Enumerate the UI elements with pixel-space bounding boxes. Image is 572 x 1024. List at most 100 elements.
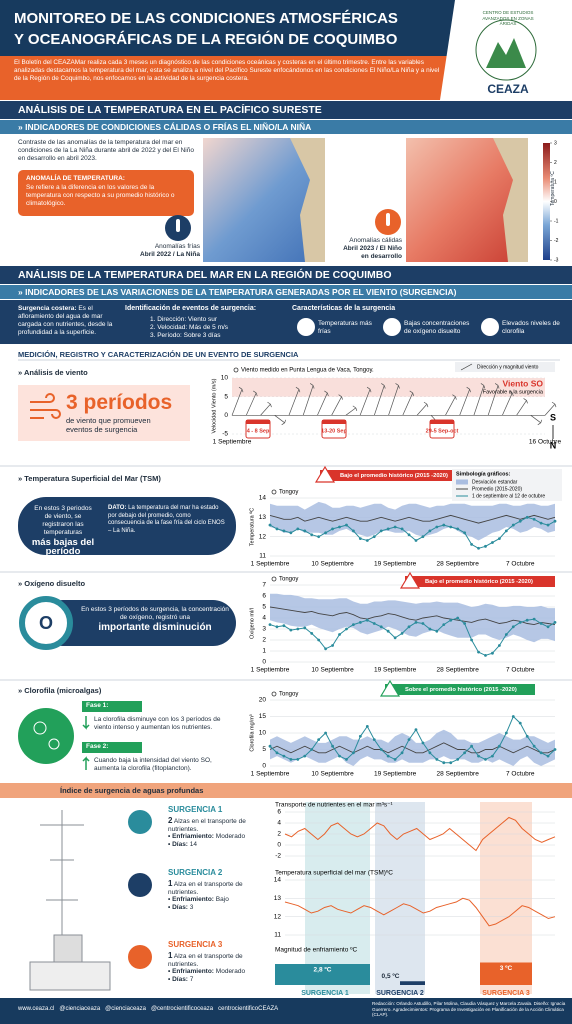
banner: [385, 684, 535, 695]
point: [442, 623, 446, 626]
event-list: 1. Dirección: Viento sur 2. Velocidad: Má…: [150, 316, 228, 340]
text: La temperatura del mar ha estado por deb…: [108, 505, 225, 534]
y-tick-label: 5: [262, 604, 266, 611]
x-tick-label: 28 Septiembre: [437, 667, 480, 674]
point: [310, 533, 314, 537]
subsection-bar: [0, 285, 572, 299]
point: [477, 546, 480, 550]
point: [435, 758, 439, 761]
title-line: MONITOREO DE LAS CONDICIONES ATMOSFÉRICA…: [14, 10, 398, 27]
pin: [271, 691, 277, 697]
point: [470, 638, 473, 642]
point: [497, 744, 501, 748]
link[interactable]: @cienciaceaza: [105, 1006, 146, 1012]
x-tick-label: 7 Octubre: [506, 771, 535, 778]
y-tick-label: 4: [277, 820, 281, 827]
point: [379, 748, 383, 751]
point: [553, 519, 557, 523]
point: [338, 525, 341, 529]
arrow-head: [452, 394, 457, 400]
y-tick-label: 5: [224, 393, 228, 400]
warning-icon: [399, 571, 421, 589]
definition-box: [18, 170, 194, 216]
arrow-head: [338, 394, 343, 400]
oxygen-symbol: O: [39, 613, 53, 633]
point: [400, 632, 404, 635]
arrow-head: [509, 390, 514, 397]
subtitle: MEDICIÓN, REGISTRO Y CARACTERIZACIÓN DE …: [18, 350, 303, 360]
down-arrow: [82, 716, 90, 730]
point: [456, 527, 460, 531]
text: Es el afloramiento del agua de mar carga…: [18, 305, 113, 337]
colorbar-title: Temperatura ºC: [550, 171, 556, 206]
point: [324, 731, 328, 735]
point: [289, 628, 293, 632]
wind-arrow: [473, 385, 485, 416]
feature: Temperaturas más frías: [318, 320, 372, 336]
station: [29, 810, 111, 991]
point: [470, 543, 473, 546]
x-tick-label: 28 Septiembre: [437, 561, 480, 568]
panel-title: » Análisis de viento: [18, 368, 88, 377]
point: [282, 624, 286, 628]
point: [400, 527, 404, 531]
link[interactable]: centrocientificoCEAZA: [218, 1006, 279, 1012]
banner: [320, 470, 470, 481]
wind-arrow: [445, 396, 456, 416]
logo-name: CEAZA: [487, 82, 529, 96]
phase-title: Fase 2:: [86, 743, 109, 750]
y-tick-label: 2: [262, 637, 266, 644]
text: • Enfriamiento:: [168, 833, 214, 840]
arrow-head: [309, 383, 315, 389]
y-tick-label: 6: [262, 593, 266, 600]
point: [379, 625, 383, 629]
link[interactable]: @centrocientificoceaza: [150, 1006, 214, 1012]
point: [525, 515, 529, 519]
link[interactable]: @cienciaceaza: [59, 1006, 101, 1012]
link[interactable]: www.ceaza.cl: [18, 1006, 55, 1012]
y-tick-label: -5: [222, 431, 228, 438]
wind-arrow: [331, 396, 342, 416]
credits: Redacción: Orlando Astudillo, Pilar Moli…: [372, 1001, 566, 1018]
y-tick-label: 10: [221, 375, 229, 382]
point: [484, 758, 487, 761]
event-text: 2 Alzas en el transporte de nutrientes.: [168, 816, 264, 834]
point: [463, 622, 467, 625]
colorbar-label: 2: [554, 160, 557, 166]
surgencia-2-shade: [375, 802, 425, 994]
y-tick-label: 11: [259, 553, 266, 560]
arrow-head: [480, 383, 486, 389]
point: [372, 535, 376, 539]
text: de viento que promueven eventos de surge…: [66, 416, 151, 435]
arrow-head: [523, 398, 528, 404]
point: [275, 751, 279, 755]
point: [484, 544, 487, 548]
arrow-head: [423, 401, 429, 408]
panel-title: » Oxígeno disuelto: [18, 579, 86, 588]
x-tick-label: SURGENCIA 2: [376, 990, 424, 997]
feature: Elevados niveles de clorofila: [502, 320, 560, 336]
cold-caption: Anomalías frías Abril 2022 / La Niña: [130, 243, 200, 259]
point: [539, 521, 543, 525]
point: [317, 638, 321, 642]
point: [553, 621, 557, 624]
feature-icon: [383, 318, 401, 336]
chart-title: Temperatura superficial del mar (TSM)ºC: [275, 870, 393, 877]
wind-arrow: [317, 392, 328, 416]
label: DATO:: [108, 505, 127, 511]
point: [296, 527, 300, 531]
oxygen-box: [40, 600, 236, 646]
point: [372, 622, 376, 625]
point: [546, 523, 550, 527]
point: [303, 529, 307, 533]
wind-arrow: [274, 415, 285, 424]
chart-title: Tongoy: [279, 692, 298, 698]
point: [470, 744, 473, 748]
item: 1. Dirección: Viento sur: [150, 316, 218, 323]
event-detail: • Enfriamiento: Bajo • Días: 3: [168, 896, 229, 912]
point: [338, 633, 341, 636]
std-band: [270, 593, 555, 643]
point: [539, 622, 543, 625]
point: [532, 517, 536, 521]
point: [317, 535, 321, 539]
